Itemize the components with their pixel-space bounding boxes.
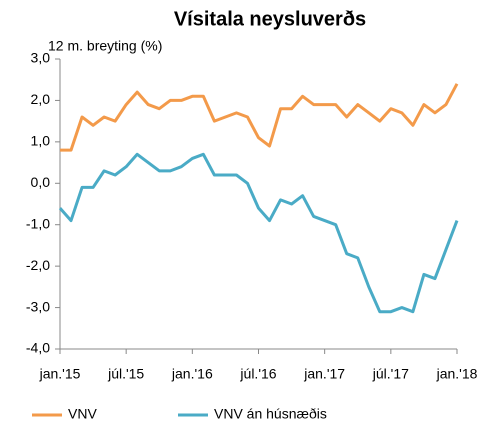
x-tick-label: jan.'18 — [436, 366, 478, 382]
y-tick-label: -4,0 — [26, 340, 50, 356]
legend-label: VNV án húsnæðis — [214, 406, 327, 422]
x-tick-label: jan.'15 — [39, 366, 81, 382]
x-tick-label: jan.'16 — [171, 366, 213, 382]
legend-label: VNV — [68, 406, 97, 422]
y-tick-label: 3,0 — [31, 50, 51, 66]
chart-title: Vísitala neysluverðs — [174, 8, 366, 30]
y-tick-label: 2,0 — [31, 91, 51, 107]
x-tick-label: jan.'17 — [303, 366, 345, 382]
series-line — [58, 152, 459, 314]
series-line — [60, 83, 459, 152]
y-tick-label: -2,0 — [26, 257, 50, 273]
x-tick-label: júl.'17 — [372, 366, 409, 382]
y-tick-label: -1,0 — [26, 215, 50, 231]
y-axis-label: 12 m. breyting (%) — [48, 38, 162, 54]
y-tick-label: -3,0 — [26, 298, 50, 314]
y-tick-label: 0,0 — [31, 174, 51, 190]
x-tick-label: júl.'16 — [239, 366, 276, 382]
x-tick-label: júl.'15 — [107, 366, 144, 382]
y-tick-label: 1,0 — [31, 133, 51, 149]
